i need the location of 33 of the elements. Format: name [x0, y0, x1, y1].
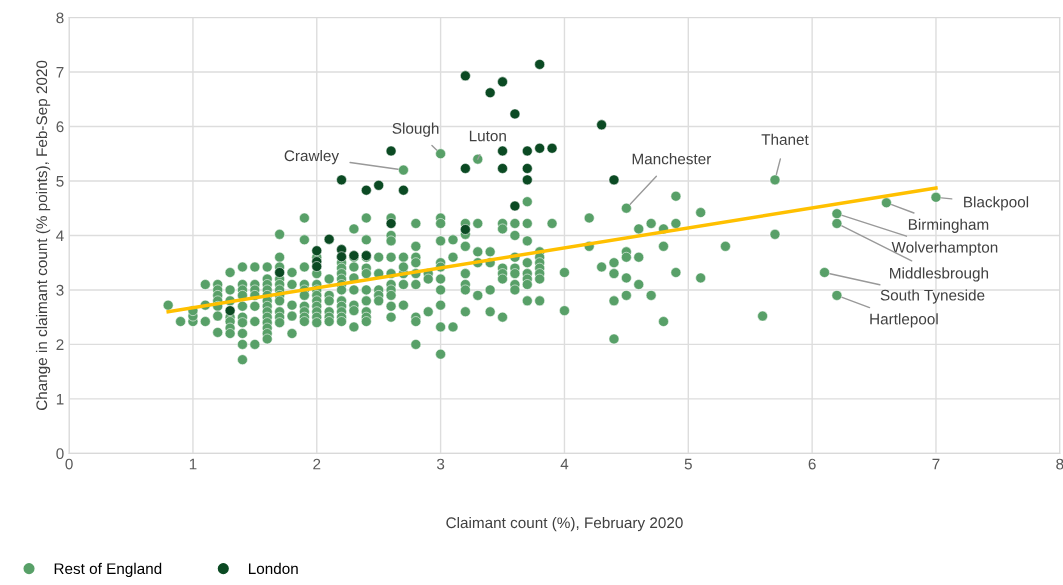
legend-label: London	[248, 562, 298, 575]
x-tick-label: 0	[65, 458, 73, 470]
legend-label: Rest of England	[54, 562, 162, 578]
x-tick-label: 6	[808, 458, 816, 470]
x-tick-label: 7	[932, 458, 940, 470]
y-axis-title: Change in claimant count (% points), Feb-Sep 2020	[35, 60, 51, 411]
x-tick-label: 1	[189, 458, 197, 470]
x-tick-label: 8	[1056, 458, 1063, 470]
x-tick-label: 4	[560, 458, 569, 470]
x-tick-label: 2	[313, 458, 321, 470]
x-tick-label: 5	[684, 458, 692, 470]
y-tick-label: 1	[56, 393, 64, 405]
annotation: Manchester	[632, 153, 712, 165]
annotation: South Tyneside	[880, 289, 985, 304]
annotation: Wolverhampton	[891, 241, 998, 256]
y-tick-label: 5	[56, 176, 64, 187]
y-tick-label: 6	[56, 121, 64, 133]
annotation: Slough	[392, 122, 439, 137]
annotation: Hartlepool	[870, 313, 938, 328]
y-tick-label: 3	[56, 284, 64, 296]
y-tick-label: 4	[56, 230, 64, 241]
annotation: Birmingham	[908, 218, 989, 233]
x-axis-title: Claimant count (%), February 2020	[446, 516, 683, 532]
annotation: Luton	[469, 130, 506, 142]
y-tick-label: 7	[56, 67, 64, 78]
annotation: Crawley	[284, 149, 340, 165]
y-tick-label: 8	[56, 12, 64, 24]
annotation: Thanet	[761, 133, 809, 145]
annotation: Middlesbrough	[890, 267, 989, 282]
y-tick-label: 2	[56, 339, 64, 350]
y-tick-label: 0	[56, 448, 64, 460]
annotation: Blackpool	[964, 196, 1029, 211]
x-tick-label: 3	[436, 458, 445, 470]
